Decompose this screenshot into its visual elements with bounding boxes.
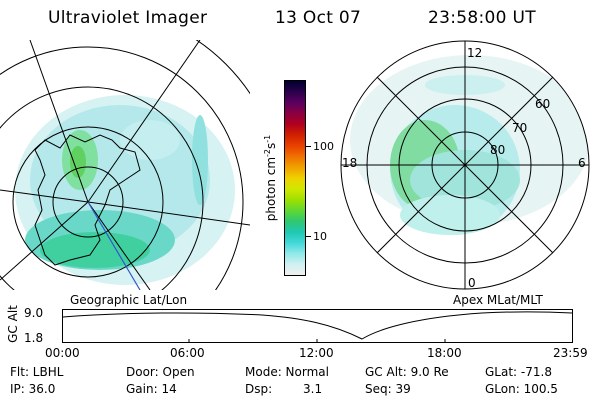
terminator-line [87, 201, 141, 290]
geographic-map [0, 40, 250, 290]
alt-xtick-3: 18:00 [427, 346, 462, 360]
mlat-label-60: 60 [535, 97, 551, 111]
status-door: Door: Open [126, 365, 195, 379]
mlt-label-12: 12 [467, 46, 483, 60]
status-gc-alt: GC Alt: 9.0 Re [365, 365, 449, 379]
colorbar [284, 80, 306, 276]
altitude-plot [62, 309, 573, 343]
mlt-map-label: Apex MLat/MLT [453, 293, 543, 307]
status-dsp-value: 3.1 [303, 382, 323, 396]
mlt-uv-emission [350, 55, 589, 235]
status-glat: GLat: -71.8 [485, 365, 552, 379]
geo-uv-emission [15, 95, 235, 285]
mlat-label-70: 70 [512, 121, 528, 135]
mlt-label-0: 0 [468, 276, 476, 290]
alt-ylabel-wrap: GC Alt [6, 305, 20, 345]
alt-xtick-1: 06:00 [170, 346, 205, 360]
status-glon: GLon: 100.5 [485, 382, 558, 396]
alt-ytick-bottom: 1.8 [24, 331, 44, 345]
alt-xtick-4: 23:59 [553, 346, 588, 360]
mlat-label-80: 80 [490, 143, 506, 157]
colorbar-unit-label: photon cm-2s-1 [263, 134, 278, 222]
mlt-grid [340, 40, 590, 290]
app-title: Ultraviolet Imager [48, 8, 208, 28]
status-seq: Seq: 39 [365, 382, 411, 396]
date-label: 13 Oct 07 [275, 8, 362, 28]
alt-ytick-top: 9.0 [24, 306, 44, 320]
status-flt: Flt: LBHL [10, 365, 64, 379]
status-gain: Gain: 14 [126, 382, 177, 396]
alt-xtick-2: 12:00 [299, 346, 334, 360]
status-ip: IP: 36.0 [10, 382, 56, 396]
colorbar-tick-100: 100 [313, 140, 334, 153]
geo-map-label: Geographic Lat/Lon [70, 293, 188, 307]
time-label: 23:58:00 UT [428, 8, 536, 28]
status-mode: Mode: Normal [245, 365, 329, 379]
coastline-outline [34, 134, 141, 266]
altitude-curve [62, 311, 573, 340]
geo-lon-lines [0, 40, 250, 290]
geo-lat-circles [0, 40, 250, 290]
mlt-label-6: 6 [578, 156, 586, 170]
alt-xtick-0: 00:00 [45, 346, 80, 360]
colorbar-tick-10: 10 [313, 230, 327, 243]
status-dsp-label: Dsp: [245, 382, 273, 396]
alt-ylabel: GC Alt [6, 305, 20, 343]
mlt-label-18: 18 [342, 156, 358, 170]
mlt-polar-plot [340, 40, 590, 290]
